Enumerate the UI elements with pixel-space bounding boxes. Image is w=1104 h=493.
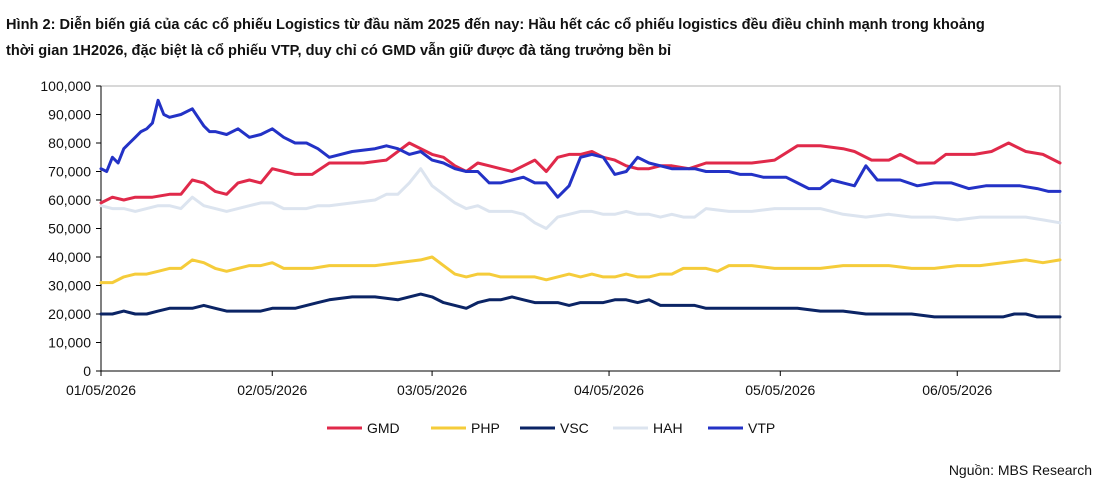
legend-label-php: PHP	[471, 420, 500, 436]
y-tick-label: 40,000	[48, 249, 91, 265]
figure-title: Hình 2: Diễn biến giá của các cổ phiếu L…	[6, 12, 1098, 64]
y-tick-label: 90,000	[48, 107, 91, 123]
legend-label-vtp: VTP	[748, 420, 775, 436]
legend-label-hah: HAH	[653, 420, 683, 436]
series-line-vsc	[99, 292, 1062, 319]
series-lines	[99, 98, 1062, 319]
legend-label-gmd: GMD	[367, 420, 400, 436]
y-tick-label: 60,000	[48, 192, 91, 208]
plot-area	[100, 85, 1061, 372]
y-tick-label: 100,000	[40, 78, 91, 94]
source-note: Nguồn: MBS Research	[948, 462, 1092, 478]
y-axis: 0 10,000 20,000 30,000 40,000 50,000 60,000 70,…	[40, 78, 102, 379]
x-tick-label: 05/05/2026	[745, 382, 815, 398]
x-tick-label: 01/05/2026	[66, 382, 136, 398]
series-line-vtp	[99, 98, 1062, 199]
series-line-php	[99, 255, 1062, 285]
x-axis: 01/05/2026 02/05/2026 03/05/2026 04/05/2026…	[66, 370, 1060, 398]
y-tick-label: 80,000	[48, 135, 91, 151]
x-tick-label: 03/05/2026	[397, 382, 467, 398]
x-tick-label: 06/05/2026	[922, 382, 992, 398]
series-line-gmd	[99, 141, 1062, 205]
x-tick-label: 04/05/2026	[574, 382, 644, 398]
legend-label-vsc: VSC	[560, 420, 589, 436]
y-tick-label: 0	[83, 363, 91, 379]
y-tick-label: 30,000	[48, 278, 91, 294]
plot-border	[100, 85, 1061, 372]
series-line-hah	[99, 167, 1062, 230]
y-tick-label: 10,000	[48, 335, 91, 351]
figure-title-line-2: thời gian 1H2026, đặc biệt là cổ phiếu V…	[6, 43, 672, 59]
x-tick-label: 02/05/2026	[237, 382, 307, 398]
figure-title-line-1: Hình 2: Diễn biến giá của các cổ phiếu L…	[6, 17, 985, 33]
legend: GMD PHP VSC HAH VTP	[327, 420, 775, 436]
y-tick-label: 70,000	[48, 164, 91, 180]
y-tick-label: 20,000	[48, 306, 91, 322]
y-tick-label: 50,000	[48, 221, 91, 237]
